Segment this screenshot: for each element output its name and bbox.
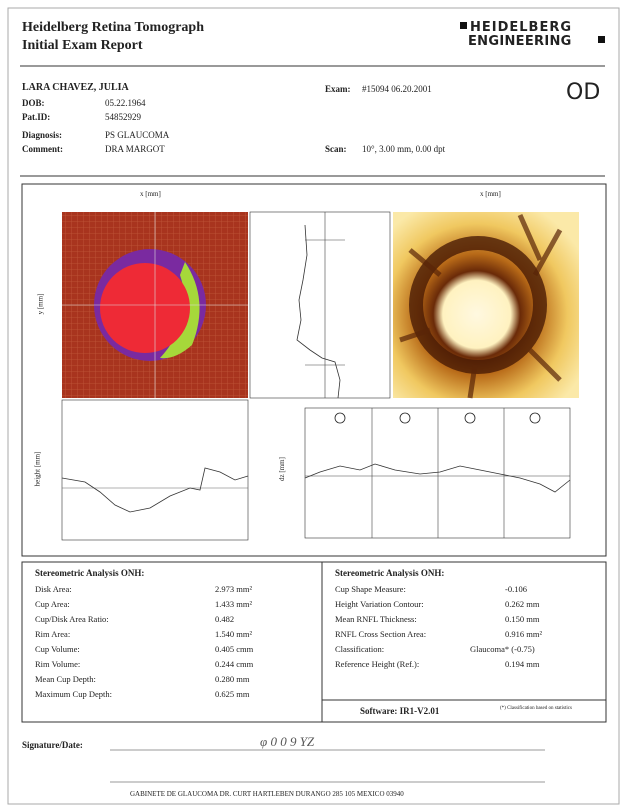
axis-label: x [mm] xyxy=(480,190,501,198)
axis-label: dz [mm] xyxy=(278,457,286,481)
footnote: (*) Classification based on statistics xyxy=(500,706,572,711)
title: Heidelberg Retina Tomograph xyxy=(22,20,204,36)
table-label: Disk Area: xyxy=(35,584,72,594)
axis-label: x [mm] xyxy=(140,190,161,198)
field-label: Pat.ID: xyxy=(22,112,50,122)
table-value: 0.194 mm xyxy=(505,659,539,669)
table-value: -0.106 xyxy=(505,584,527,594)
table-value: 0.262 mm xyxy=(505,599,539,609)
table-label: Maximum Cup Depth: xyxy=(35,689,112,699)
height-plot xyxy=(62,400,248,540)
eye: OD xyxy=(566,80,600,105)
field-value: 54852929 xyxy=(105,112,141,122)
table-title: Stereometric Analysis ONH: xyxy=(335,568,444,578)
table-value: 0.150 mm xyxy=(505,614,539,624)
table-value: 0.482 xyxy=(215,614,234,624)
table-value: 0.625 mm xyxy=(215,689,249,699)
table-label: Cup Area: xyxy=(35,599,70,609)
table-label: Height Variation Contour: xyxy=(335,599,424,609)
table-label: Classification: xyxy=(335,644,384,654)
table-value: 2.973 mm² xyxy=(215,584,252,594)
table-value: 1.540 mm² xyxy=(215,629,252,639)
table-value: 0.280 mm xyxy=(215,674,249,684)
software: Software: IR1-V2.01 xyxy=(360,706,439,716)
exam-label: Exam: xyxy=(325,84,351,94)
table-label: Cup/Disk Area Ratio: xyxy=(35,614,109,624)
signature: φ 0 0 9 YZ xyxy=(260,734,314,750)
scan-label: Scan: xyxy=(325,144,347,154)
axis-label: height [mm] xyxy=(33,452,41,487)
table-title: Stereometric Analysis ONH: xyxy=(35,568,144,578)
table-value: 1.433 mm² xyxy=(215,599,252,609)
rnfl-plot xyxy=(305,408,570,538)
field-value: 05.22.1964 xyxy=(105,98,146,108)
table-label: Rim Area: xyxy=(35,629,70,639)
table-label: Mean RNFL Thickness: xyxy=(335,614,417,624)
table-value: 0.916 mm² xyxy=(505,629,542,639)
table-value: 0.244 cmm xyxy=(215,659,253,669)
table-label: Mean Cup Depth: xyxy=(35,674,96,684)
layout xyxy=(0,0,623,808)
patient-name: LARA CHAVEZ, JULIA xyxy=(22,82,129,93)
logo: HEIDELBERG xyxy=(470,20,572,35)
scan: 10°, 3.00 mm, 0.00 dpt xyxy=(362,144,445,154)
field-value: PS GLAUCOMA xyxy=(105,130,169,140)
field-value: DRA MARGOT xyxy=(105,144,165,154)
logo: ENGINEERING xyxy=(468,34,572,49)
subtitle: Initial Exam Report xyxy=(22,38,143,54)
table-label: Cup Volume: xyxy=(35,644,80,654)
table-value: 0.405 cmm xyxy=(215,644,253,654)
field-label: Diagnosis: xyxy=(22,130,62,140)
cup xyxy=(100,263,190,353)
exam: #15094 06.20.2001 xyxy=(362,84,432,94)
field-label: DOB: xyxy=(22,98,45,108)
table-label: Rim Volume: xyxy=(35,659,80,669)
axis-label: y [mm] xyxy=(36,294,44,315)
footer: GABINETE DE GLAUCOMA DR. CURT HARTLEBEN … xyxy=(130,790,404,798)
page: { "header": {"title": "Heidelberg Retina… xyxy=(0,0,623,808)
table-label: Cup Shape Measure: xyxy=(335,584,406,594)
field-label: Comment: xyxy=(22,144,63,154)
table-label: RNFL Cross Section Area: xyxy=(335,629,426,639)
table-label: Reference Height (Ref.): xyxy=(335,659,419,669)
signature-label: Signature/Date: xyxy=(22,740,83,750)
table-value: Glaucoma* (-0.75) xyxy=(470,644,535,654)
